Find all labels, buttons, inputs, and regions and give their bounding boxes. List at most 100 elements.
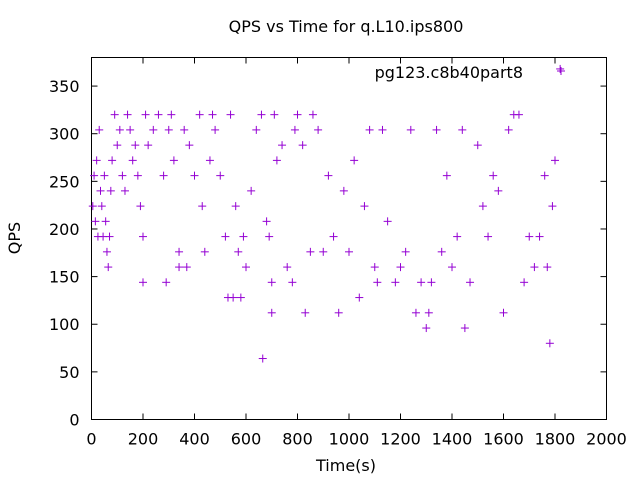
data-point: [162, 278, 171, 287]
legend-label: pg123.c8b40part8: [375, 63, 523, 82]
data-point: [301, 308, 310, 317]
data-point: [262, 217, 271, 226]
data-point: [154, 110, 163, 119]
data-point: [306, 247, 315, 256]
data-point: [167, 110, 176, 119]
y-axis: 0 50 100 150 200 250 300 350: [49, 77, 607, 430]
y-tick-label: 50: [59, 363, 79, 382]
data-point: [175, 247, 184, 256]
data-point: [115, 125, 124, 134]
data-point: [411, 308, 420, 317]
data-point: [417, 278, 426, 287]
x-axis: 0 200 400 600 800 1000 1200 1400 1600 1800 2000: [86, 57, 627, 449]
data-point: [288, 278, 297, 287]
data-point: [257, 110, 266, 119]
data-point: [437, 247, 446, 256]
data-point: [551, 156, 559, 165]
data-point: [247, 186, 256, 195]
data-point: [460, 324, 469, 333]
data-point: [92, 156, 101, 165]
data-point: [88, 202, 97, 211]
data-point: [329, 232, 338, 241]
data-point: [221, 232, 230, 241]
x-axis-label: Time(s): [315, 456, 376, 475]
data-point: [229, 293, 238, 302]
data-point: [139, 232, 147, 241]
x-tick-label: 1200: [380, 430, 421, 449]
data-point: [231, 202, 240, 211]
data-point: [108, 156, 117, 165]
data-point: [355, 293, 364, 302]
data-point: [406, 125, 415, 134]
y-tick-label: 100: [49, 315, 80, 334]
legend-marker-plus: [557, 67, 565, 75]
x-tick-label: 200: [128, 430, 159, 449]
data-point: [113, 141, 122, 150]
data-point: [265, 232, 274, 241]
x-tick-label: 2000: [586, 430, 627, 449]
x-tick-label: 1000: [329, 430, 370, 449]
data-point: [378, 125, 387, 134]
data-point: [308, 110, 317, 119]
data-point: [525, 232, 534, 241]
y-tick-label: 250: [49, 172, 80, 191]
data-point: [453, 232, 462, 241]
data-point: [373, 278, 382, 287]
data-point: [383, 217, 392, 226]
data-point: [106, 186, 115, 195]
data-point: [252, 125, 261, 134]
x-tick-label: 1400: [432, 430, 473, 449]
data-point: [548, 202, 557, 211]
data-point: [314, 125, 323, 134]
data-point: [345, 247, 353, 256]
data-point: [136, 202, 145, 211]
data-point: [95, 125, 104, 134]
chart-title: QPS vs Time for q.L10.ips800: [229, 17, 464, 36]
data-point: [239, 232, 248, 241]
data-point: [234, 247, 243, 256]
data-point: [324, 171, 333, 180]
data-point: [545, 339, 554, 348]
data-point: [149, 125, 158, 134]
data-point: [141, 110, 150, 119]
y-tick-label: 300: [49, 125, 80, 144]
data-point: [105, 232, 114, 241]
data-point: [556, 64, 565, 73]
data-point: [530, 263, 539, 272]
data-point: [543, 263, 552, 272]
data-point: [270, 110, 279, 119]
data-point: [494, 186, 503, 195]
data-point: [97, 202, 106, 211]
data-point: [458, 125, 467, 134]
data-point: [102, 247, 111, 256]
data-point: [267, 308, 276, 317]
data-point: [391, 278, 400, 287]
data-point: [126, 125, 135, 134]
data-point: [236, 293, 245, 302]
data-point: [190, 171, 199, 180]
x-tick-label: 0: [86, 430, 96, 449]
data-point: [208, 110, 217, 119]
data-point: [293, 110, 302, 119]
data-point: [432, 125, 441, 134]
y-axis-label: QPS: [5, 222, 24, 254]
data-point: [175, 263, 184, 272]
data-point: [448, 263, 456, 272]
data-point: [120, 186, 129, 195]
data-point: [484, 232, 493, 241]
data-point: [424, 308, 433, 317]
data-point: [211, 125, 220, 134]
data-point: [128, 156, 137, 165]
data-point: [144, 141, 153, 150]
data-point: [226, 110, 235, 119]
data-point: [290, 125, 299, 134]
data-point: [267, 278, 276, 287]
data-point: [298, 141, 307, 150]
legend-marker: [557, 67, 565, 75]
data-point: [319, 247, 328, 256]
data-point: [216, 171, 225, 180]
data-point: [427, 278, 436, 287]
data-point: [520, 278, 529, 287]
data-point: [182, 263, 191, 272]
x-tick-label: 600: [231, 430, 262, 449]
